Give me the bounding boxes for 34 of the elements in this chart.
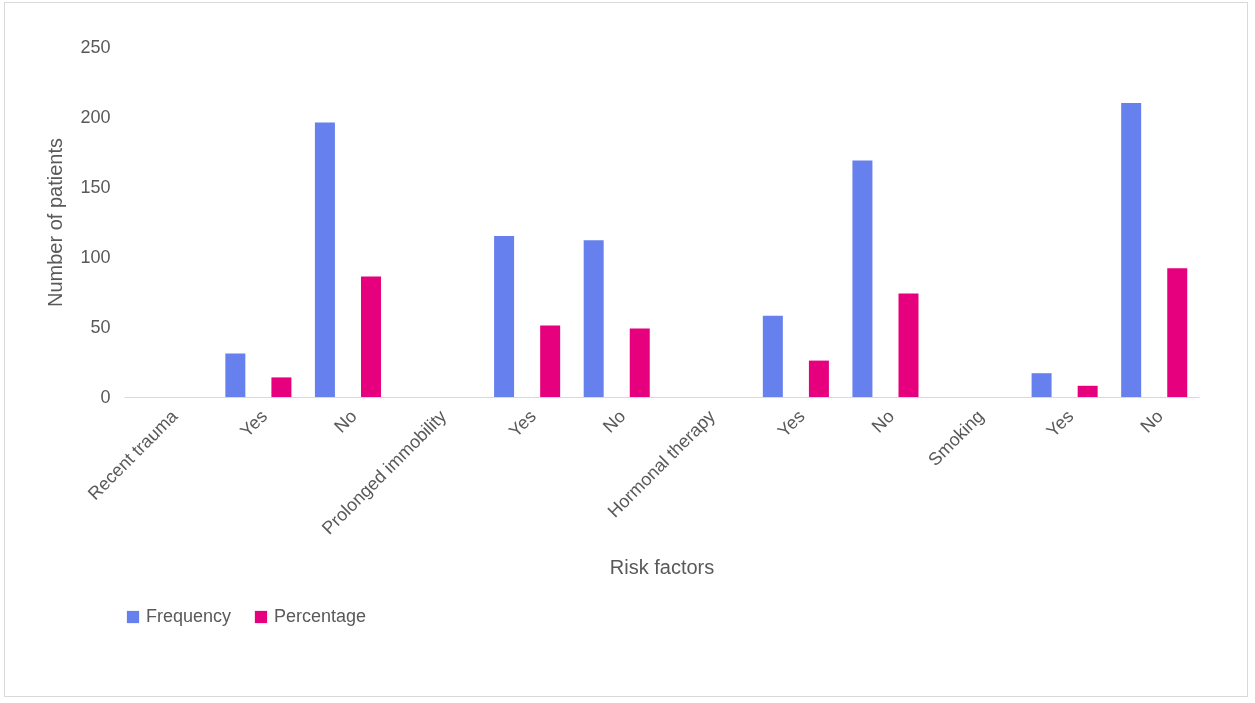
x-tick-label: Yes [504,406,540,441]
y-tick-label: 250 [80,36,111,57]
x-axis-title: Risk factors [609,556,715,579]
y-tick-label: 0 [100,386,111,407]
bar [583,240,604,397]
y-tick-label: 200 [80,106,111,127]
y-axis-title: Number of patients [44,138,67,307]
bar [1167,268,1188,397]
bar [540,325,561,397]
x-tick-label: Yes [773,406,809,441]
bar [1077,385,1098,397]
y-tick-label: 150 [80,176,111,197]
bar [314,122,335,397]
x-tick-label: No [330,406,361,437]
x-tick-label: No [599,406,630,437]
bar [629,328,650,397]
legend-label: Percentage [274,606,367,626]
bar [494,236,515,397]
legend-label: Frequency [146,606,232,626]
bar [225,353,246,397]
x-tick-label: No [867,406,899,437]
y-tick-label: 50 [90,316,111,337]
x-tick-label: No [1136,406,1167,437]
bar [360,276,381,397]
y-tick-label: 100 [80,246,111,267]
x-tick-label: Yes [1042,406,1078,441]
bar [808,360,829,397]
bar [852,160,873,397]
bar [898,293,919,397]
bar [1121,103,1142,397]
x-tick-label: Yes [236,406,272,441]
bar [1031,373,1052,397]
bar [762,315,783,397]
bar [271,377,292,397]
